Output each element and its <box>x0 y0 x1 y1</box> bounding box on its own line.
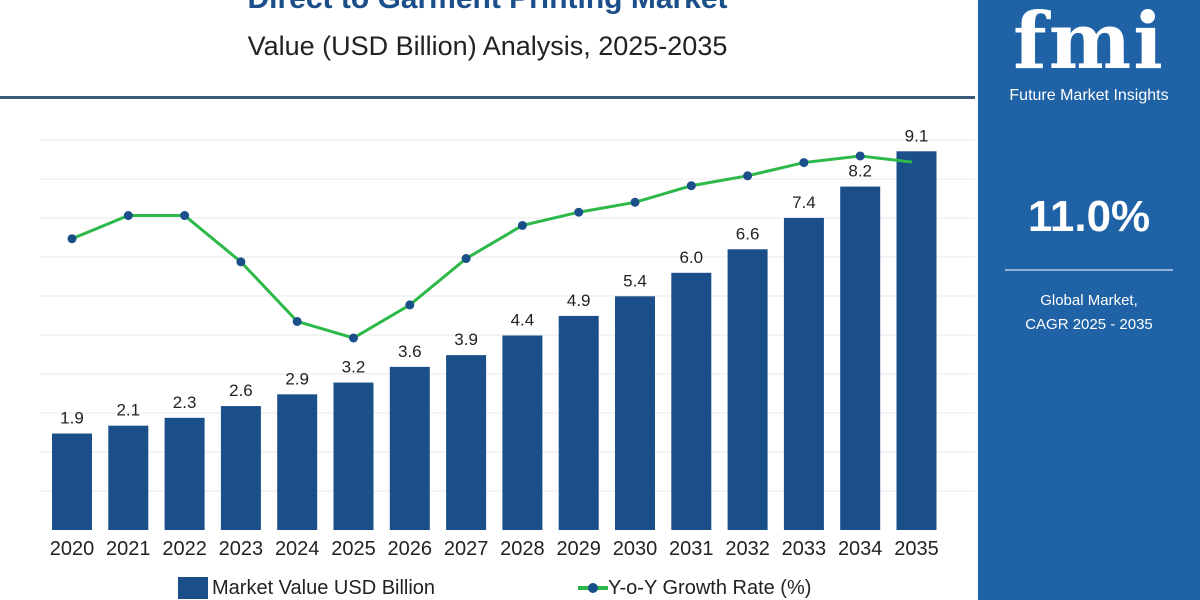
bar-value-label: 4.9 <box>567 291 591 310</box>
fmi-logo: fmi <box>1013 0 1165 87</box>
growth-point <box>855 151 865 161</box>
line-swatch-icon <box>578 583 608 593</box>
legend-bars: Market Value USD Billion <box>178 576 435 600</box>
info-panel: fmi Future Market Insights 11.0% Global … <box>978 0 1200 600</box>
bar-2030 <box>615 296 655 530</box>
bar-2022 <box>164 417 205 530</box>
bar-2020 <box>52 433 92 530</box>
bar-2034 <box>840 186 881 530</box>
x-tick-label: 2027 <box>444 538 489 560</box>
cagr-value: 11.0% <box>1027 192 1151 241</box>
bar-value-label: 3.6 <box>398 342 422 361</box>
x-tick-label: 2035 <box>894 538 939 560</box>
x-tick-label: 2031 <box>669 538 714 560</box>
bar-2031 <box>671 272 712 530</box>
bar-value-label: 4.4 <box>511 311 535 330</box>
bar-value-label: 6.6 <box>736 224 760 243</box>
bar-2029 <box>558 315 599 530</box>
growth-point <box>686 181 696 191</box>
logo-text: Future Market Insights <box>1009 87 1169 104</box>
x-tick-label: 2023 <box>219 538 264 560</box>
title-divider <box>0 96 975 99</box>
x-tick-label: 2021 <box>106 538 151 560</box>
bar-2032 <box>727 249 768 530</box>
bar-value-label: 2.1 <box>116 401 140 420</box>
chart-plot: 1.9 2020 2.1 2021 2.3 2022 2.6 2023 2.9 2024 3.2 20… <box>40 126 975 560</box>
bar-value-label: 5.4 <box>623 271 647 290</box>
chart-subtitle: Value (USD Billion) Analysis, 2025-2035 <box>247 31 728 61</box>
bar-2026 <box>389 366 430 530</box>
growth-point <box>67 234 77 244</box>
x-tick-label: 2026 <box>388 538 433 560</box>
bar-value-label: 1.9 <box>60 409 84 428</box>
x-tick-label: 2020 <box>50 538 95 560</box>
panel-divider <box>1005 269 1173 271</box>
bar-value-label: 2.9 <box>285 369 309 388</box>
bar-value-label: 9.1 <box>905 126 929 145</box>
bar-2035 <box>896 151 937 530</box>
growth-point <box>180 211 190 221</box>
cagr-label-2: CAGR 2025 - 2035 <box>1025 316 1153 333</box>
legend-bars-label: Market Value USD Billion <box>212 577 436 599</box>
bar-2021 <box>108 425 149 530</box>
growth-point <box>292 316 302 326</box>
growth-point <box>517 220 527 230</box>
bar-2027 <box>446 355 487 530</box>
bar-value-label: 3.2 <box>342 358 366 377</box>
bar-swatch-icon <box>178 577 208 599</box>
legend-line: Y-o-Y Growth Rate (%) <box>578 576 811 600</box>
bar-value-label: 3.9 <box>454 330 478 349</box>
bar-2023 <box>220 406 261 530</box>
chart-title: Direct to Garment Printing Market <box>0 0 975 16</box>
bar-value-label: 2.3 <box>173 393 197 412</box>
bar-2033 <box>783 217 824 531</box>
legend-line-label: Y-o-Y Growth Rate (%) <box>608 577 812 599</box>
bar-2028 <box>502 335 543 530</box>
x-tick-label: 2033 <box>782 538 827 560</box>
growth-point <box>743 171 753 181</box>
x-tick-label: 2029 <box>556 538 601 560</box>
x-tick-label: 2028 <box>500 538 545 560</box>
x-tick-label: 2025 <box>331 538 376 560</box>
bar-2024 <box>277 394 318 530</box>
bar-value-label: 6.0 <box>679 248 703 267</box>
growth-point <box>461 254 471 264</box>
growth-point <box>349 333 358 343</box>
cagr-label-1: Global Market, <box>1040 292 1138 309</box>
x-tick-label: 2024 <box>275 538 320 560</box>
x-tick-label: 2034 <box>838 538 883 560</box>
growth-point <box>799 158 809 168</box>
growth-point <box>236 257 246 267</box>
growth-point <box>630 197 640 207</box>
bar-value-label: 2.6 <box>229 381 253 400</box>
growth-point <box>123 211 133 221</box>
growth-point <box>405 300 415 310</box>
bar-value-label: 8.2 <box>848 162 872 181</box>
growth-point <box>574 207 584 217</box>
x-tick-label: 2022 <box>162 538 207 560</box>
growth-line <box>71 154 917 340</box>
growth-point <box>912 158 921 168</box>
x-tick-label: 2030 <box>613 538 658 560</box>
x-tick-label: 2032 <box>725 538 770 560</box>
bar-2025 <box>333 382 374 530</box>
bar-value-label: 7.4 <box>792 193 816 212</box>
